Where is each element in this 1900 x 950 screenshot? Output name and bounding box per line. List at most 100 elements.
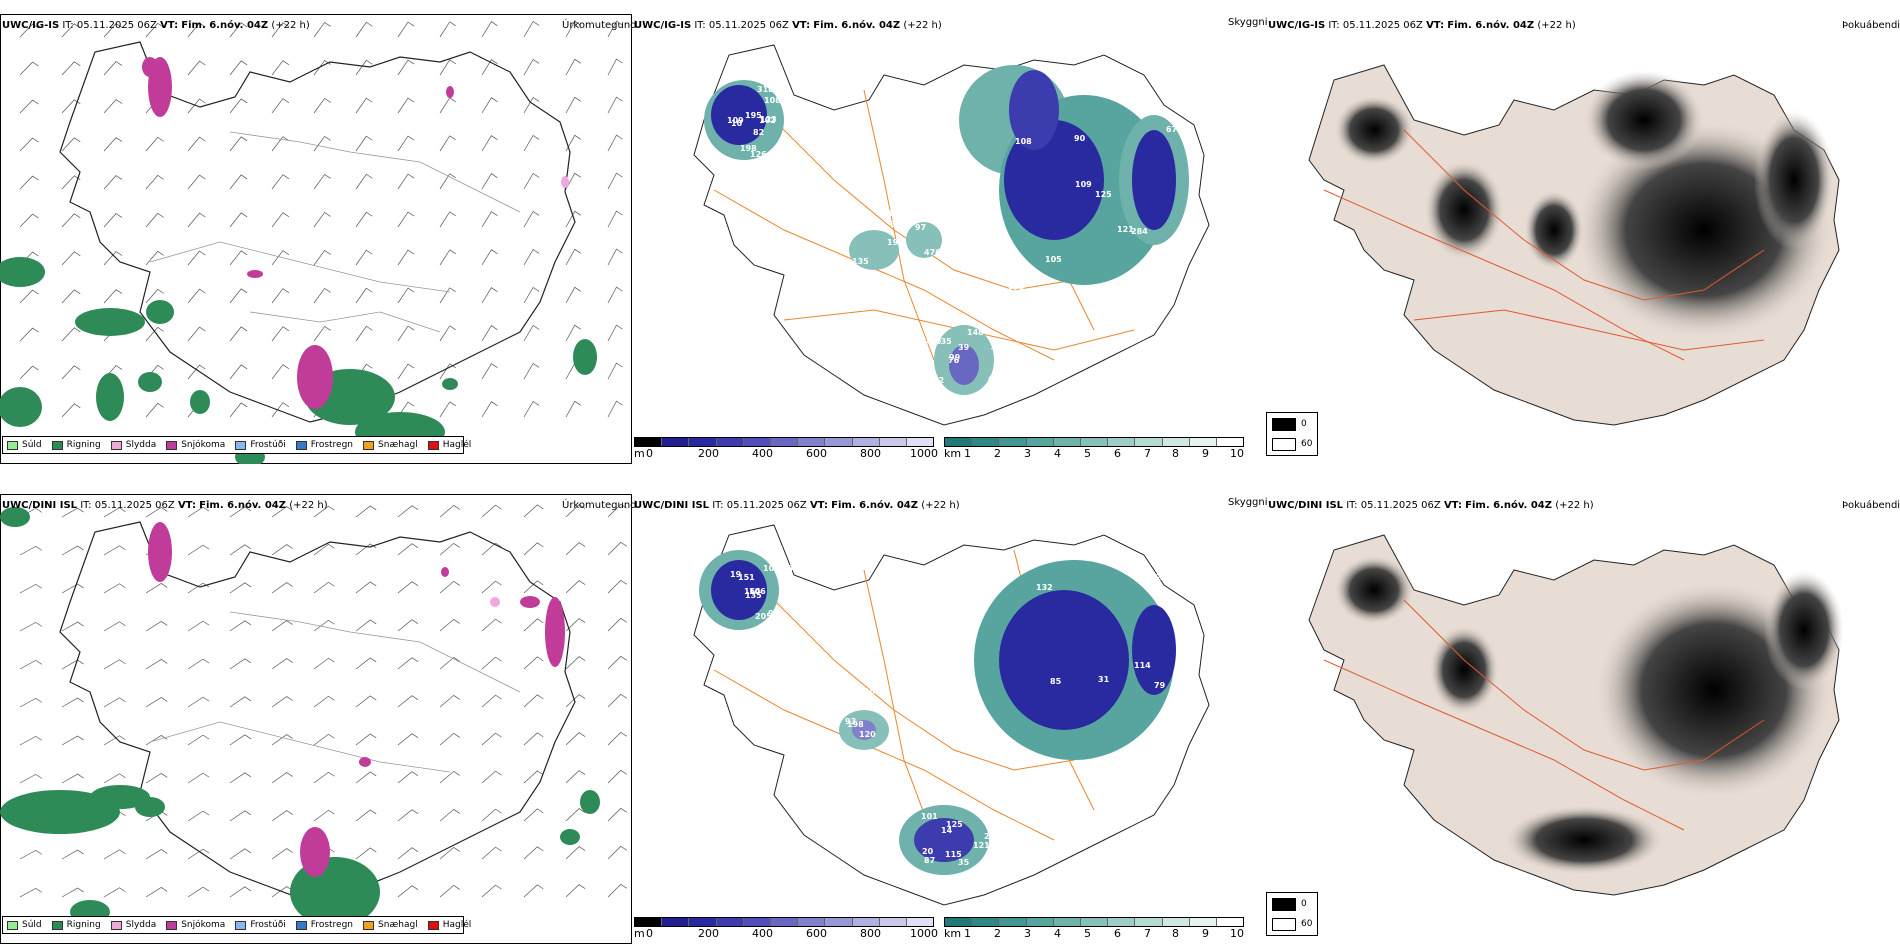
- wind-barb: [187, 364, 206, 380]
- wind-barb: [523, 504, 544, 518]
- wind-barb: [19, 545, 42, 556]
- wind-barb: [439, 732, 460, 746]
- wind-barb: [145, 326, 164, 342]
- wind-barb: [481, 325, 498, 342]
- legend-label: Frostúði: [250, 440, 286, 450]
- wind-barb: [607, 58, 623, 76]
- wind-barb: [19, 735, 42, 746]
- wind-barb: [19, 773, 42, 784]
- wind-barb: [397, 543, 419, 556]
- wind-barb: [481, 211, 498, 228]
- cloud-base-value: 284: [1131, 227, 1148, 236]
- wind-barb: [523, 96, 540, 114]
- legend-swatch: [363, 440, 375, 450]
- wind-barb: [607, 693, 627, 708]
- wind-barb: [481, 732, 502, 746]
- wind-barb: [523, 134, 540, 152]
- cloud-base-areas: [711, 70, 1176, 385]
- cloud-base-value: 91: [1103, 777, 1115, 786]
- wind-barb: [439, 694, 460, 708]
- wind-barb: [19, 137, 39, 152]
- cloud-base-value: 121: [973, 841, 990, 850]
- wind-barb: [565, 656, 586, 670]
- wind-barb: [481, 173, 498, 190]
- wind-barb: [187, 506, 210, 518]
- wind-barb: [313, 771, 335, 784]
- wind-barb: [439, 97, 456, 114]
- wind-barb: [607, 20, 623, 38]
- wind-barb: [229, 620, 252, 632]
- wind-barb: [61, 773, 84, 784]
- wind-barb: [187, 544, 210, 556]
- cloud-base-value: 19: [730, 570, 742, 579]
- visibility-header-row1: UWC/IG-IS IT: 05.11.2025 06Z VT: Fim. 6.…: [634, 20, 942, 31]
- cloud-base-value: 115: [945, 850, 962, 859]
- wind-barb: [271, 174, 290, 190]
- wind-barb: [145, 849, 168, 860]
- cloud-base-value: 125: [946, 820, 963, 829]
- wind-barb: [271, 810, 293, 822]
- wind-barb: [229, 402, 248, 418]
- wind-barb: [229, 288, 248, 304]
- visibility-title-row1: Skyggni: [1228, 17, 1268, 28]
- wind-barb: [103, 621, 126, 632]
- fog-legend-row1: 0 60: [1266, 412, 1318, 456]
- wind-barb: [523, 362, 540, 380]
- fog-legend-swatch: [1272, 918, 1296, 931]
- wind-barb: [103, 697, 126, 708]
- precip-title-row1: Úrkomutegund: [562, 20, 637, 31]
- wind-barb: [565, 846, 586, 860]
- wind-barb: [523, 580, 544, 594]
- wind-barb: [145, 659, 168, 670]
- wind-barb: [439, 287, 456, 304]
- wind-barb: [229, 174, 248, 190]
- wind-barb: [187, 810, 210, 822]
- wind-barb: [439, 21, 456, 38]
- wind-barb: [61, 61, 81, 76]
- legend-label: Slydda: [125, 920, 157, 930]
- cloud-base-value: 87: [924, 856, 935, 865]
- cloud-base-value: 135: [852, 257, 869, 266]
- legend-swatch: [7, 440, 18, 450]
- wind-barb: [481, 808, 502, 822]
- precip-type-panel-row2: [0, 492, 632, 944]
- wind-barb: [271, 544, 293, 556]
- cloud-base-value: 133: [782, 564, 799, 573]
- wind-barb: [187, 734, 210, 746]
- cloud-base-value: 120: [859, 730, 876, 739]
- wind-barb: [229, 136, 248, 152]
- wind-barb: [481, 770, 502, 784]
- cloud-base-value: 109: [727, 116, 744, 125]
- wind-barb: [607, 655, 627, 670]
- wind-barb: [523, 248, 540, 266]
- wind-barb: [565, 286, 581, 304]
- cloud-base-value: 132: [1036, 583, 1053, 592]
- cloud-base-value: 10: [888, 209, 900, 218]
- cloud-base-value: 318: [757, 85, 774, 94]
- wind-barb: [439, 135, 456, 152]
- cloud-base-labels: 90 79 87 102 106 99 20 126 164 91 101 93 19 87 115 100 2…: [730, 564, 1170, 867]
- wind-barb: [355, 59, 373, 76]
- cloud-base-value: 205: [755, 612, 772, 621]
- wind-barb: [19, 99, 39, 114]
- wind-barb: [103, 61, 123, 76]
- wind-barb: [145, 22, 164, 38]
- wind-barb: [607, 845, 627, 860]
- legend-label: Frostregn: [310, 440, 354, 450]
- wind-barb: [61, 137, 81, 152]
- cloud-base-value: 79: [1154, 681, 1166, 690]
- cloud-base-value: 31: [1098, 675, 1110, 684]
- wind-barb: [565, 58, 581, 76]
- wind-barb: [481, 401, 498, 418]
- fog-legend-swatch: [1272, 898, 1296, 911]
- wind-barb: [103, 735, 126, 746]
- wind-barb: [607, 210, 623, 228]
- wind-barb: [61, 327, 81, 342]
- fog-legend-label: 0: [1301, 899, 1307, 909]
- wind-barb: [103, 507, 126, 518]
- wind-barb: [397, 771, 419, 784]
- cloud-base-ticks-row1: m 0 200 400 600 800 1000: [634, 447, 938, 460]
- visibility-colorbar-row1: [944, 437, 1244, 447]
- cloud-base-value: 100: [944, 712, 961, 721]
- cloud-base-value: 67: [1166, 125, 1177, 134]
